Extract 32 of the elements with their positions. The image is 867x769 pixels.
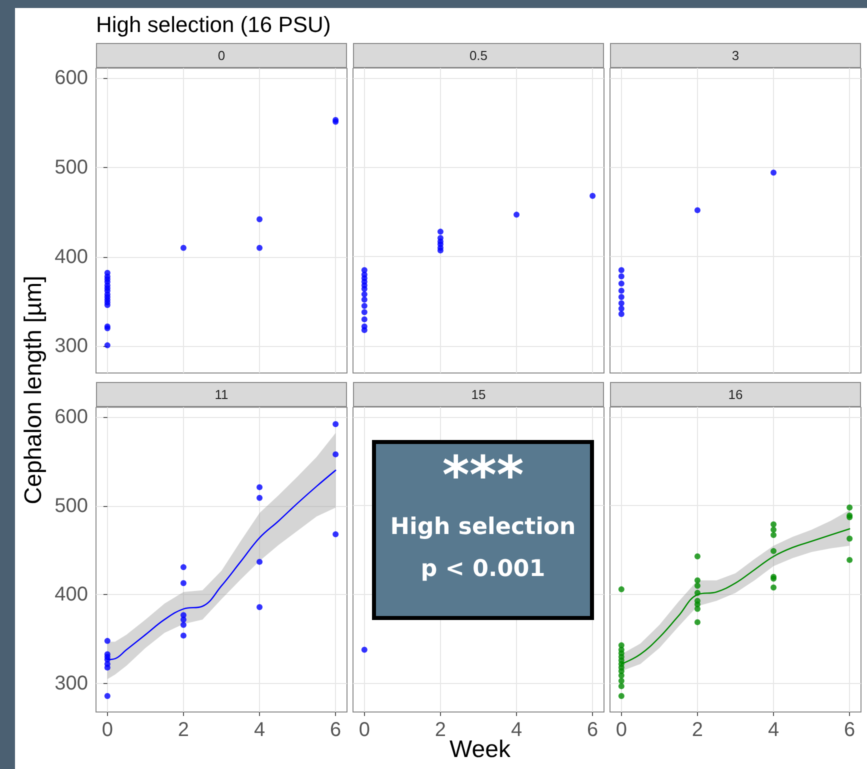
annotation: ***	[441, 446, 525, 506]
x-tick-label: 4	[254, 719, 266, 741]
x-tick-label: 6	[587, 719, 598, 741]
chart-title: 3	[610, 43, 861, 68]
text: Cephalon length [µm]	[20, 276, 48, 504]
text: High selection (16 PSU)	[96, 12, 331, 38]
chart-title: 0.5	[353, 43, 604, 68]
x-tick-label: 6	[330, 719, 342, 741]
annotation: p < 0.001	[420, 556, 546, 582]
x-tick-label: 4	[510, 719, 522, 741]
y-tick-label: 500	[54, 494, 88, 517]
x-tick-label: 2	[692, 719, 704, 741]
x-tick-label: 2	[178, 719, 190, 741]
x-tick-label: 4	[768, 719, 780, 741]
x-tick-label: 0	[358, 719, 370, 741]
text: Week	[450, 736, 510, 763]
y-tick-label: 600	[54, 406, 88, 428]
x-tick-label: 0	[102, 719, 113, 741]
x-tick-label: 0	[616, 719, 627, 741]
x-tick-label: 6	[844, 719, 856, 741]
y-tick-label: 400	[54, 246, 88, 268]
chart-title: 16	[610, 382, 861, 407]
y-tick-label: 600	[54, 67, 88, 89]
y-tick-label: 300	[54, 335, 88, 358]
annotation: High selection	[389, 514, 577, 540]
y-tick-label: 500	[54, 156, 88, 178]
chart-title: 15	[353, 382, 604, 407]
chart-title: 0	[96, 43, 347, 68]
y-tick-label: 300	[54, 672, 88, 695]
chart-title: 11	[96, 382, 347, 407]
x-tick-label: 2	[434, 719, 446, 741]
y-tick-label: 400	[54, 584, 88, 606]
